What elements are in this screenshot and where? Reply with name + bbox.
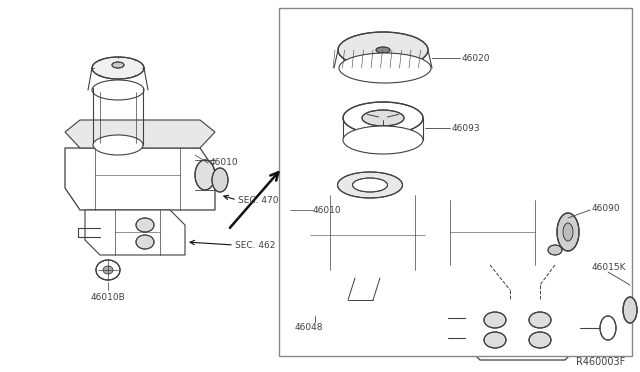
Text: SEC. 462: SEC. 462 [235, 241, 275, 250]
Text: 46090: 46090 [592, 203, 621, 212]
Text: 46010B: 46010B [91, 292, 125, 301]
Ellipse shape [353, 178, 387, 192]
Ellipse shape [96, 260, 120, 280]
Ellipse shape [600, 316, 616, 340]
Ellipse shape [92, 80, 144, 100]
Ellipse shape [548, 245, 562, 255]
Text: 46048: 46048 [295, 324, 323, 333]
Text: SEC. 470: SEC. 470 [238, 196, 278, 205]
Polygon shape [415, 172, 568, 200]
Text: 46010: 46010 [313, 205, 342, 215]
Ellipse shape [623, 297, 637, 323]
Ellipse shape [338, 32, 428, 68]
Ellipse shape [337, 172, 403, 198]
Ellipse shape [136, 235, 154, 249]
Ellipse shape [92, 57, 144, 79]
Ellipse shape [339, 53, 431, 83]
Ellipse shape [362, 110, 404, 126]
Ellipse shape [103, 266, 113, 274]
Polygon shape [465, 295, 580, 360]
Ellipse shape [484, 312, 506, 328]
Polygon shape [290, 295, 340, 313]
Polygon shape [65, 120, 215, 148]
Ellipse shape [136, 218, 154, 232]
Polygon shape [415, 200, 568, 265]
Ellipse shape [563, 223, 573, 241]
Polygon shape [286, 185, 440, 278]
Ellipse shape [93, 135, 143, 155]
Ellipse shape [529, 312, 551, 328]
Text: 46093: 46093 [452, 124, 481, 132]
Ellipse shape [212, 168, 228, 192]
Ellipse shape [343, 126, 423, 154]
Bar [279, 8, 632, 356]
Text: 46015K: 46015K [592, 263, 627, 273]
Ellipse shape [376, 47, 390, 53]
Text: 46020: 46020 [462, 54, 490, 62]
Ellipse shape [557, 213, 579, 251]
Text: R460003F: R460003F [576, 357, 625, 367]
Polygon shape [65, 148, 215, 210]
Text: 46010: 46010 [210, 157, 239, 167]
Ellipse shape [529, 332, 551, 348]
Ellipse shape [484, 332, 506, 348]
Ellipse shape [343, 102, 423, 134]
Polygon shape [85, 210, 185, 255]
Ellipse shape [112, 62, 124, 68]
Ellipse shape [195, 160, 215, 190]
